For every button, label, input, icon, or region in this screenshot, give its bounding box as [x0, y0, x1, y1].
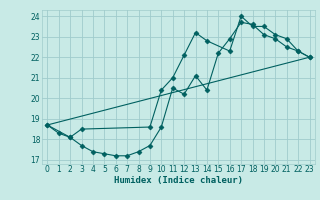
- X-axis label: Humidex (Indice chaleur): Humidex (Indice chaleur): [114, 176, 243, 185]
